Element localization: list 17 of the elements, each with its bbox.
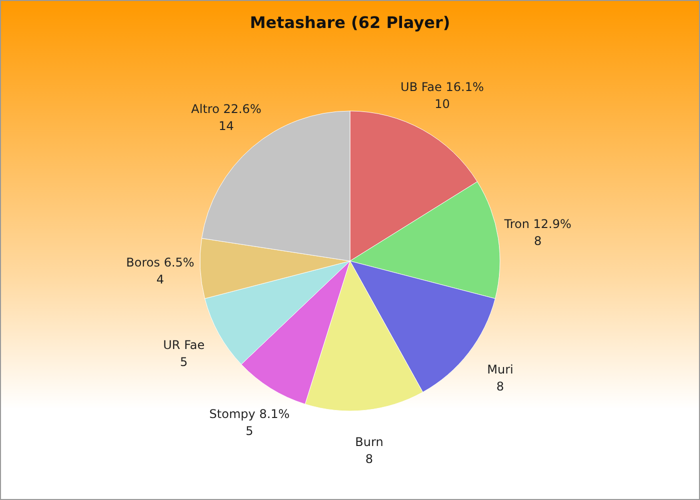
slice-label: Stompy 8.1% <box>209 407 290 422</box>
data-label: 5 <box>180 355 188 370</box>
slice-label: Altro 22.6% <box>191 102 262 116</box>
slice-label: Burn <box>355 435 384 450</box>
slice-label: UR Fae <box>163 338 205 352</box>
data-label: 8 <box>365 452 374 466</box>
slice-label: Tron 12.9% <box>503 217 572 232</box>
slice-label: UB Fae 16.1% <box>400 80 484 94</box>
data-label: 8 <box>534 234 542 248</box>
data-label: 10 <box>434 96 450 111</box>
data-label: 8 <box>496 379 504 394</box>
slice-label: Boros 6.5% <box>126 256 194 270</box>
chart-title: Metashare (62 Player) <box>250 13 450 32</box>
data-label: 5 <box>246 424 254 438</box>
slice-label: Muri <box>487 362 514 376</box>
data-label: 4 <box>156 272 164 287</box>
data-label: 14 <box>218 118 234 133</box>
